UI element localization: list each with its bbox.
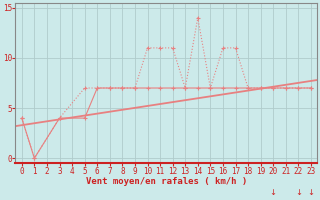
Text: ↓: ↓ — [270, 188, 277, 197]
X-axis label: Vent moyen/en rafales ( km/h ): Vent moyen/en rafales ( km/h ) — [86, 177, 247, 186]
Text: ↓: ↓ — [308, 188, 315, 197]
Text: ↓: ↓ — [295, 188, 302, 197]
